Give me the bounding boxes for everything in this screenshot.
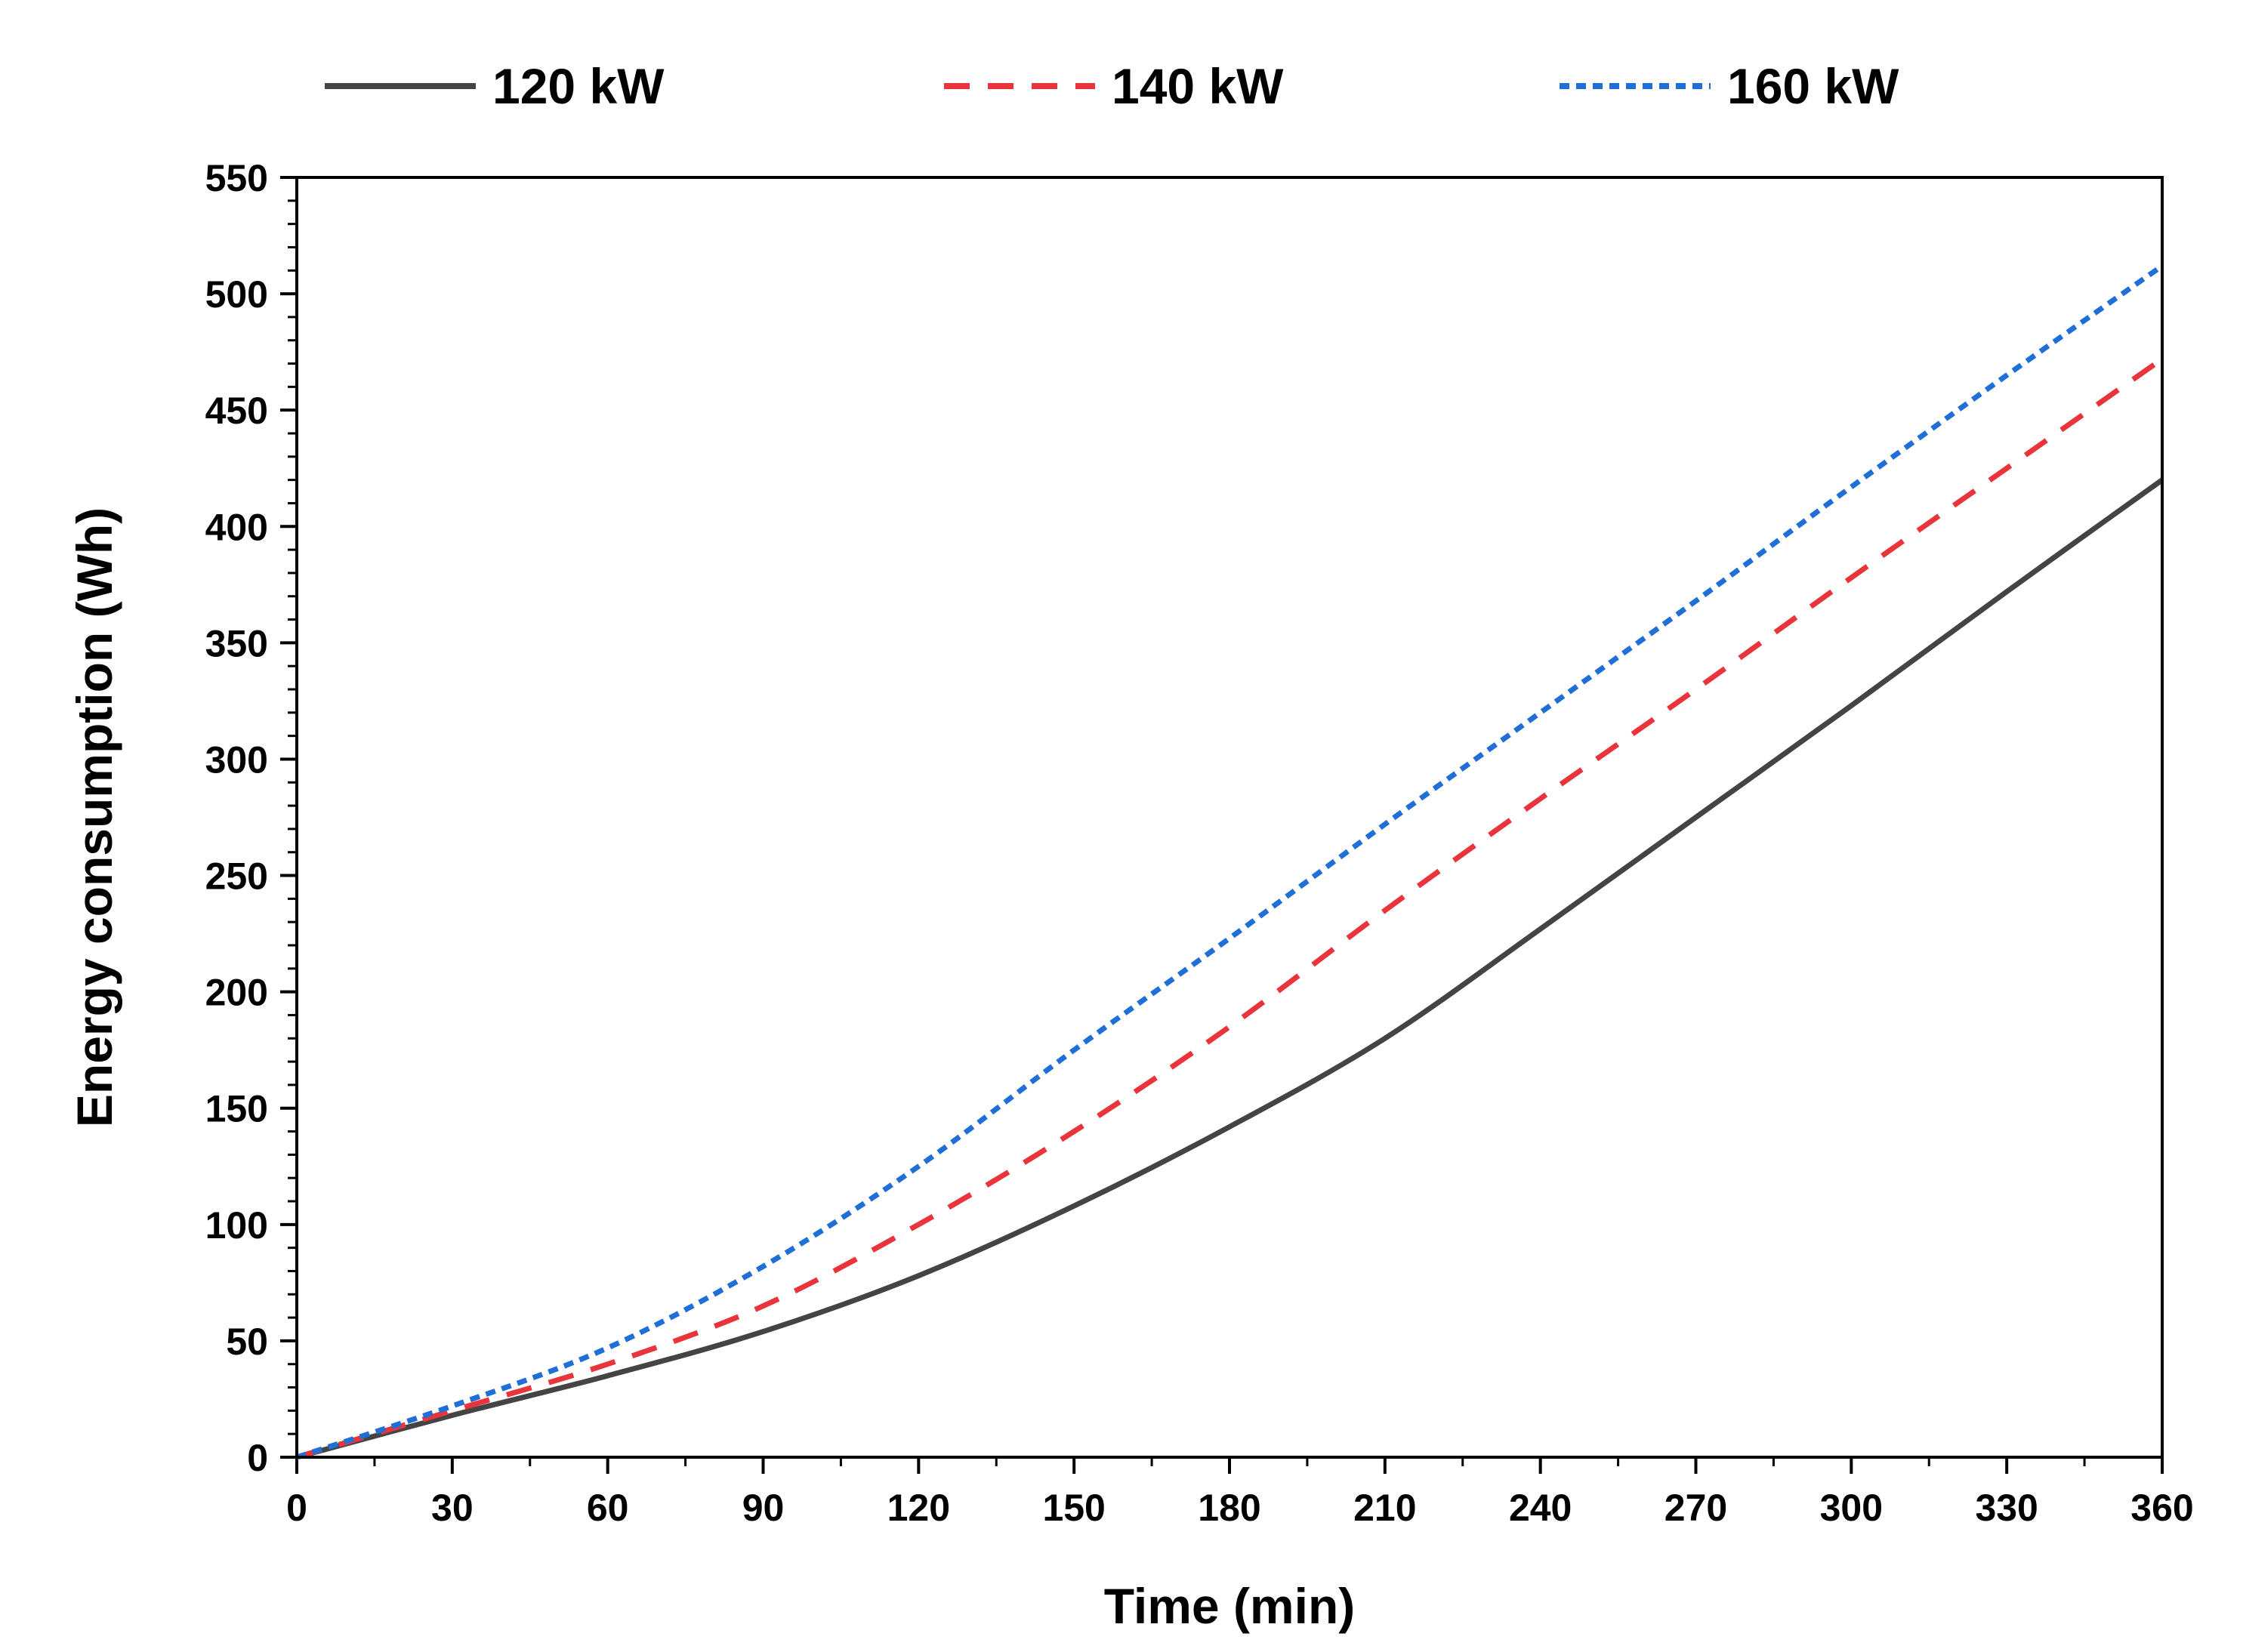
legend-label-160-kw: 160 kW [1727,58,1899,114]
x-tick-label: 30 [431,1487,474,1529]
x-tick-label: 180 [1198,1487,1260,1529]
minor-ticks [288,199,2086,1466]
y-tick-label: 350 [205,622,268,664]
series-line-160-kw [295,264,2164,1460]
y-axis-title: Energy consumption (Wh) [66,507,122,1127]
series-line-120-kw [296,477,2164,1460]
y-tick-label: 0 [247,1437,268,1479]
y-tick-label: 50 [226,1321,268,1363]
x-tick-label: 330 [1975,1487,2038,1529]
plot-frame [295,176,2164,1459]
x-axis-title: Time (min) [1104,1578,1355,1634]
series-layer [295,264,2164,1460]
x-tick-label: 90 [742,1487,785,1529]
y-tick-label: 300 [205,738,268,781]
x-tick-label: 150 [1042,1487,1105,1529]
x-tick-label: 0 [286,1487,307,1529]
x-tick-label: 240 [1509,1487,1572,1529]
y-tick-label: 150 [205,1088,268,1130]
legend-label-140-kw: 140 kW [1112,58,1284,114]
x-tick-label: 270 [1665,1487,1727,1529]
y-tick-label: 500 [205,273,268,316]
major-ticks [280,176,2164,1474]
legend: 120 kW 140 kW 160 kW [325,58,1899,114]
x-tick-label: 60 [587,1487,629,1529]
y-tick-label: 450 [205,390,268,432]
y-tick-label: 100 [205,1204,268,1247]
y-tick-label: 250 [205,855,268,898]
series-line-140-kw [295,356,2164,1460]
legend-label-120-kw: 120 kW [492,58,665,114]
y-tick-label: 400 [205,506,268,548]
x-tick-label: 360 [2130,1487,2193,1529]
x-tick-label: 210 [1353,1487,1416,1529]
x-tick-label: 120 [887,1487,950,1529]
tick-labels: 0 30 60 90 120 150 180 210 240 270 300 330 360 0 50 100… [205,157,2194,1529]
y-tick-label: 550 [205,157,268,199]
x-tick-label: 300 [1820,1487,1883,1529]
y-tick-label: 200 [205,972,268,1014]
